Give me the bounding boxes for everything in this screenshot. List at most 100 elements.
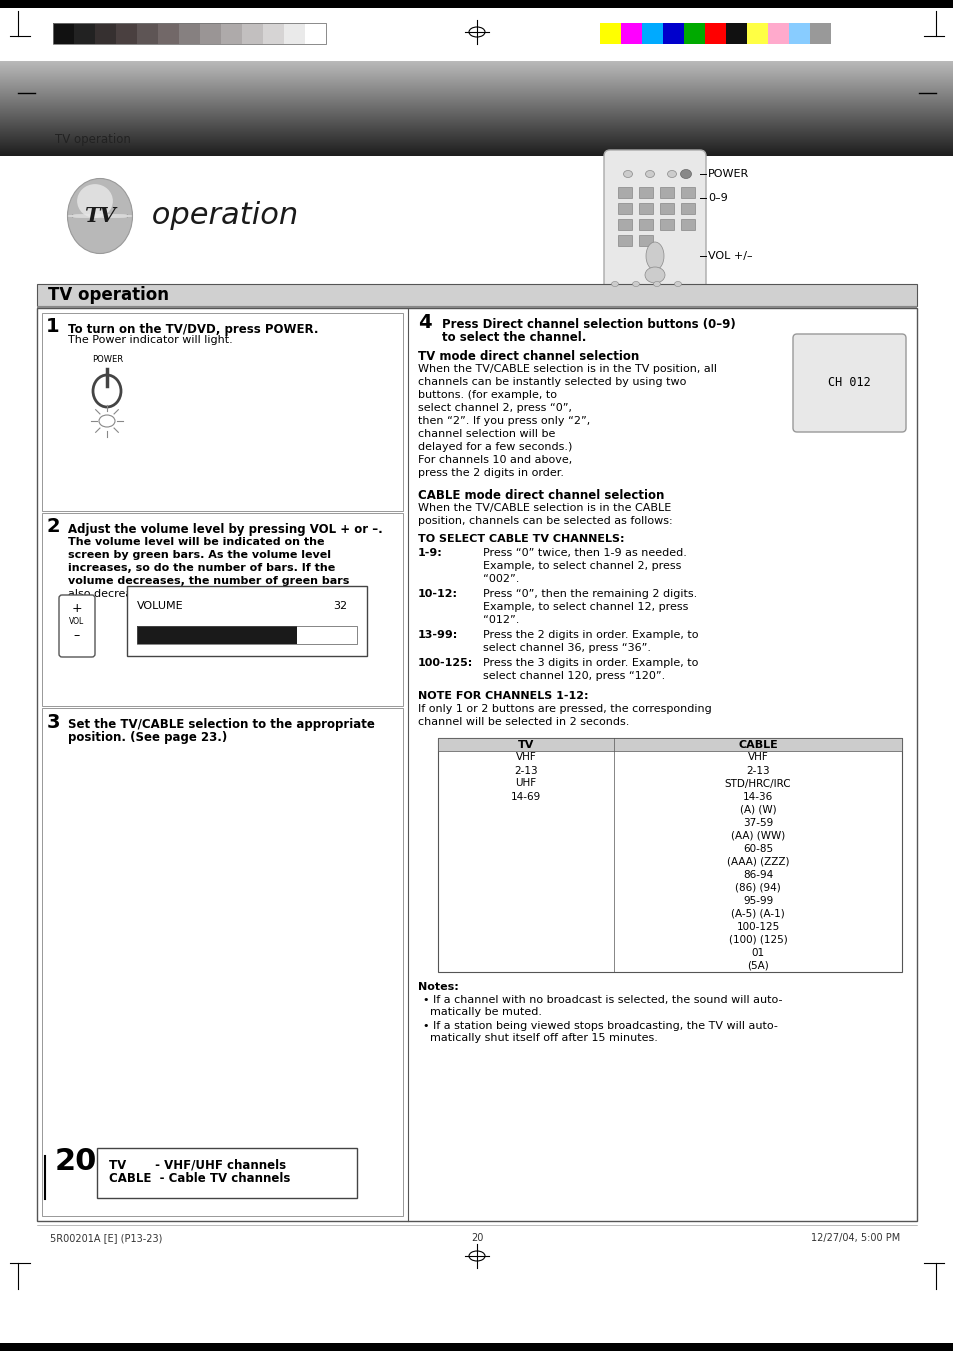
Ellipse shape	[69, 213, 132, 218]
Bar	[53, 23, 326, 45]
Text: (100) (125): (100) (125)	[728, 935, 787, 944]
Text: (AA) (WW): (AA) (WW)	[730, 831, 784, 840]
Ellipse shape	[674, 281, 680, 286]
Text: then “2”. If you press only “2”,: then “2”. If you press only “2”,	[417, 416, 590, 426]
Ellipse shape	[68, 213, 132, 218]
Ellipse shape	[645, 170, 654, 177]
Bar	[767, 23, 788, 45]
Text: TV mode direct channel selection: TV mode direct channel selection	[417, 350, 639, 363]
Bar	[305, 23, 326, 45]
Bar	[53, 23, 74, 45]
Text: TV       - VHF/UHF channels: TV - VHF/UHF channels	[109, 1158, 286, 1171]
Text: CH 012: CH 012	[827, 377, 869, 389]
Bar	[200, 23, 221, 45]
Bar	[97, 1148, 356, 1198]
Text: 86-94: 86-94	[742, 870, 773, 880]
Text: “002”.: “002”.	[482, 574, 518, 584]
Bar	[639, 219, 652, 230]
Bar	[639, 235, 652, 246]
Text: select channel 2, press “0”,: select channel 2, press “0”,	[417, 403, 572, 413]
Text: UHF: UHF	[515, 778, 537, 789]
Text: • If a channel with no broadcast is selected, the sound will auto-: • If a channel with no broadcast is sele…	[422, 994, 781, 1005]
Text: to select the channel.: to select the channel.	[441, 331, 586, 345]
Bar	[659, 186, 673, 199]
Text: +: +	[71, 601, 82, 615]
Text: press the 2 digits in order.: press the 2 digits in order.	[417, 467, 563, 478]
Ellipse shape	[667, 170, 676, 177]
Bar	[242, 23, 263, 45]
Text: 01: 01	[751, 947, 764, 958]
Ellipse shape	[644, 267, 664, 282]
Text: increases, so do the number of bars. If the: increases, so do the number of bars. If …	[68, 563, 335, 573]
Bar	[746, 23, 767, 45]
Text: volume decreases, the number of green bars: volume decreases, the number of green ba…	[68, 576, 349, 586]
Bar	[662, 23, 683, 45]
Text: If only 1 or 2 buttons are pressed, the corresponding: If only 1 or 2 buttons are pressed, the …	[417, 704, 711, 713]
Bar	[137, 23, 158, 45]
Ellipse shape	[68, 213, 132, 218]
Text: Adjust the volume level by pressing VOL + or –.: Adjust the volume level by pressing VOL …	[68, 523, 382, 536]
Bar	[639, 186, 652, 199]
Bar	[641, 23, 662, 45]
Text: CABLE: CABLE	[738, 739, 778, 750]
Text: The volume level will be indicated on the: The volume level will be indicated on th…	[68, 536, 324, 547]
Bar	[599, 23, 620, 45]
Ellipse shape	[68, 213, 132, 218]
Bar	[263, 23, 284, 45]
Bar	[0, 0, 953, 8]
Ellipse shape	[611, 281, 618, 286]
Bar	[284, 23, 305, 45]
Text: channels can be instantly selected by using two: channels can be instantly selected by us…	[417, 377, 685, 386]
Text: POWER: POWER	[707, 169, 748, 178]
Text: “012”.: “012”.	[482, 615, 518, 626]
Ellipse shape	[69, 213, 132, 218]
Text: 3: 3	[46, 712, 60, 731]
Bar	[0, 1343, 953, 1351]
Bar	[788, 23, 809, 45]
Bar	[437, 738, 901, 751]
Ellipse shape	[77, 184, 112, 218]
Ellipse shape	[68, 213, 132, 218]
Text: (AAA) (ZZZ): (AAA) (ZZZ)	[726, 857, 788, 866]
Bar	[680, 186, 695, 199]
Bar	[221, 23, 242, 45]
Text: STD/HRC/IRC: STD/HRC/IRC	[724, 778, 791, 789]
Text: also decreases.: also decreases.	[68, 589, 154, 598]
Bar	[725, 23, 746, 45]
Text: buttons. (for example, to: buttons. (for example, to	[417, 390, 557, 400]
Ellipse shape	[68, 213, 132, 218]
Ellipse shape	[68, 213, 132, 218]
Text: VHF: VHF	[516, 753, 536, 762]
Ellipse shape	[68, 213, 132, 218]
Ellipse shape	[68, 213, 132, 218]
Ellipse shape	[645, 242, 663, 270]
Ellipse shape	[68, 213, 132, 218]
Text: Press “0”, then the remaining 2 digits.: Press “0”, then the remaining 2 digits.	[482, 589, 697, 598]
Text: To turn on the TV/DVD, press POWER.: To turn on the TV/DVD, press POWER.	[68, 323, 318, 336]
Text: For channels 10 and above,: For channels 10 and above,	[417, 455, 572, 465]
Ellipse shape	[68, 213, 132, 218]
Ellipse shape	[68, 213, 132, 218]
Bar	[680, 203, 695, 213]
Text: 100-125:: 100-125:	[417, 658, 473, 667]
Text: 1-9:: 1-9:	[417, 549, 442, 558]
Bar	[704, 23, 725, 45]
Text: When the TV/CABLE selection is in the TV position, all: When the TV/CABLE selection is in the TV…	[417, 363, 717, 374]
Text: Example, to select channel 12, press: Example, to select channel 12, press	[482, 603, 688, 612]
Text: TV operation: TV operation	[55, 132, 131, 146]
Text: 100-125: 100-125	[736, 921, 779, 931]
Text: position. (See page 23.): position. (See page 23.)	[68, 731, 227, 744]
Bar	[437, 738, 901, 971]
Text: Press the 2 digits in order. Example, to: Press the 2 digits in order. Example, to	[482, 630, 698, 640]
Ellipse shape	[68, 213, 132, 218]
Ellipse shape	[68, 213, 132, 218]
Bar	[618, 219, 631, 230]
Bar	[659, 219, 673, 230]
Ellipse shape	[68, 213, 132, 218]
Bar	[179, 23, 200, 45]
Text: (86) (94): (86) (94)	[735, 882, 781, 893]
Ellipse shape	[68, 213, 132, 218]
Ellipse shape	[68, 213, 132, 218]
Ellipse shape	[69, 213, 132, 218]
Bar	[44, 712, 62, 732]
